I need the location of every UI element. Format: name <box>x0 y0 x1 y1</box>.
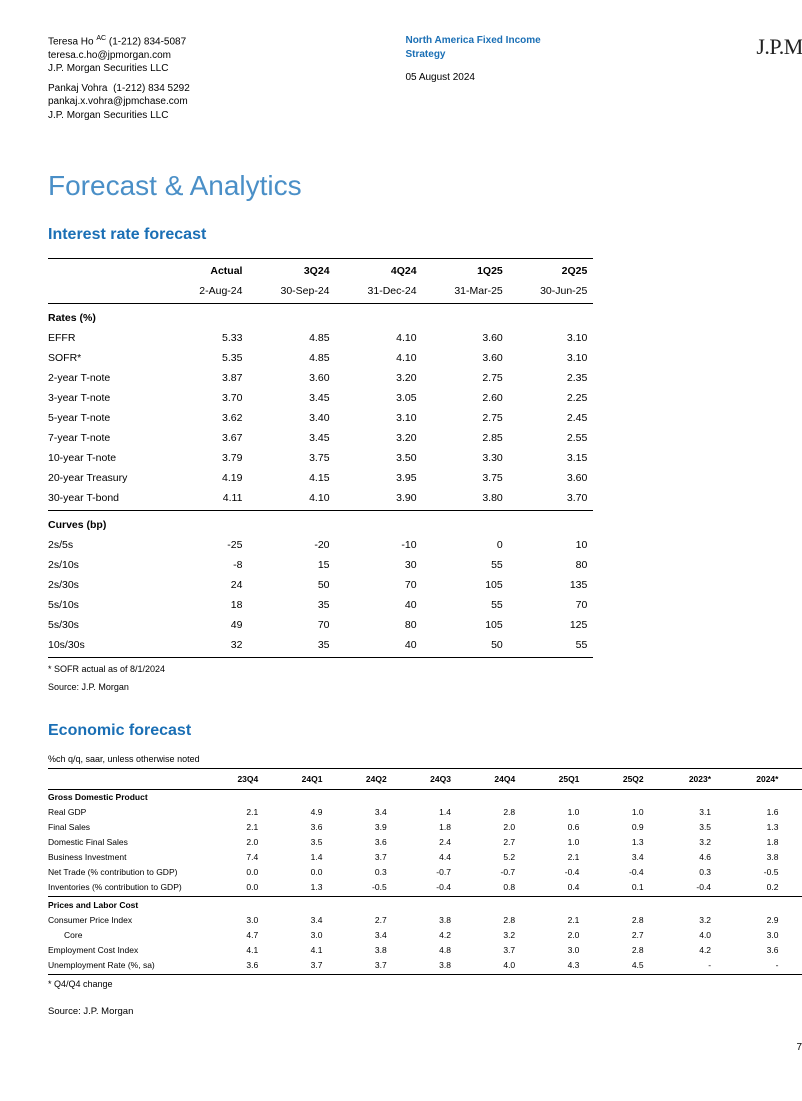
contact2-phone: (1-212) 834 5292 <box>113 83 190 94</box>
table-row: 5-year T-note3.623.403.102.752.45 <box>48 408 593 428</box>
table-row: 10-year T-note3.793.753.503.303.15 <box>48 448 593 468</box>
econ-forecast-title: Economic forecast <box>48 722 802 740</box>
contact1-email: teresa.c.ho@jpmorgan.com <box>48 49 190 63</box>
strategy-line1: North America Fixed Income <box>405 34 540 48</box>
table-row: 30-year T-bond4.114.103.903.803.70 <box>48 488 593 511</box>
strategy-line2: Strategy <box>405 48 540 62</box>
contact2-firm: J.P. Morgan Securities LLC <box>48 109 190 123</box>
rate-footnote2: Source: J.P. Morgan <box>48 682 802 694</box>
table-row: 5s/10s1835405570 <box>48 595 593 615</box>
rate-forecast-title: Interest rate forecast <box>48 226 802 244</box>
table-row: 10s/30s3235405055 <box>48 635 593 658</box>
table-row: 7-year T-note3.673.453.202.852.55 <box>48 428 593 448</box>
econ-forecast-table: 23Q4 24Q1 24Q2 24Q3 24Q4 25Q1 25Q2 2023*… <box>48 768 802 975</box>
jpmorgan-logo: J.P.Morgan <box>756 34 802 122</box>
table-row: Prices and Labor Cost <box>48 897 802 913</box>
table-row: 2s/5s-25-20-10010 <box>48 535 593 555</box>
page-header: Teresa Ho AC (1-212) 834-5087 teresa.c.h… <box>48 34 802 122</box>
header-center: North America Fixed Income Strategy 05 A… <box>405 34 540 122</box>
page-number: 7 <box>796 1042 802 1053</box>
rate-forecast-table: Actual 3Q24 4Q24 1Q25 2Q25 2-Aug-24 30-S… <box>48 258 593 658</box>
table-row: Curves (bp) <box>48 511 593 536</box>
table-row: Rates (%) <box>48 304 593 329</box>
table-row: Inventories (% contribution to GDP)0.01.… <box>48 880 802 897</box>
table-row: Employment Cost Index4.14.13.84.83.73.02… <box>48 942 802 957</box>
rate-head-row2: 2-Aug-24 30-Sep-24 31-Dec-24 31-Mar-25 3… <box>48 281 593 304</box>
table-row: Final Sales2.13.63.91.82.00.60.93.51.31.… <box>48 820 802 835</box>
econ-footnote1: * Q4/Q4 change <box>48 979 802 991</box>
report-date: 05 August 2024 <box>405 71 540 85</box>
rate-head-row1: Actual 3Q24 4Q24 1Q25 2Q25 <box>48 259 593 282</box>
table-row: Net Trade (% contribution to GDP)0.00.00… <box>48 865 802 880</box>
table-row: 20-year Treasury4.194.153.953.753.60 <box>48 468 593 488</box>
table-row: 2-year T-note3.873.603.202.752.35 <box>48 368 593 388</box>
table-row: 3-year T-note3.703.453.052.602.25 <box>48 388 593 408</box>
contact2-email: pankaj.x.vohra@jpmchase.com <box>48 95 190 109</box>
table-row: Consumer Price Index3.03.42.73.82.82.12.… <box>48 912 802 927</box>
table-row: Unemployment Rate (%, sa)3.63.73.73.84.0… <box>48 957 802 974</box>
page-title: Forecast & Analytics <box>48 170 802 202</box>
contact2-name: Pankaj Vohra <box>48 83 108 94</box>
table-row: SOFR*5.354.854.103.603.10 <box>48 348 593 368</box>
table-row: EFFR5.334.854.103.603.10 <box>48 328 593 348</box>
econ-subtitle: %ch q/q, saar, unless otherwise noted <box>48 754 802 764</box>
rate-footnote1: * SOFR actual as of 8/1/2024 <box>48 664 802 676</box>
contact1-sup: AC <box>96 35 106 42</box>
table-row: Gross Domestic Product <box>48 789 802 805</box>
econ-source: Source: J.P. Morgan <box>48 1006 802 1017</box>
table-row: 5s/30s497080105125 <box>48 615 593 635</box>
table-row: Real GDP2.14.93.41.42.81.01.03.11.61.9 <box>48 805 802 820</box>
table-row: Domestic Final Sales2.03.53.62.42.71.01.… <box>48 835 802 850</box>
contact1-name: Teresa Ho <box>48 36 94 47</box>
table-row: Business Investment7.41.43.74.45.22.13.4… <box>48 850 802 865</box>
table-row: Core4.73.03.44.23.22.02.74.03.02.5 <box>48 927 802 942</box>
econ-head-row: 23Q4 24Q1 24Q2 24Q3 24Q4 25Q1 25Q2 2023*… <box>48 768 802 789</box>
table-row: 2s/30s245070105135 <box>48 575 593 595</box>
contact-block: Teresa Ho AC (1-212) 834-5087 teresa.c.h… <box>48 34 190 122</box>
contact1-firm: J.P. Morgan Securities LLC <box>48 62 190 76</box>
table-row: 2s/10s-815305580 <box>48 555 593 575</box>
contact1-phone: (1-212) 834-5087 <box>109 36 186 47</box>
